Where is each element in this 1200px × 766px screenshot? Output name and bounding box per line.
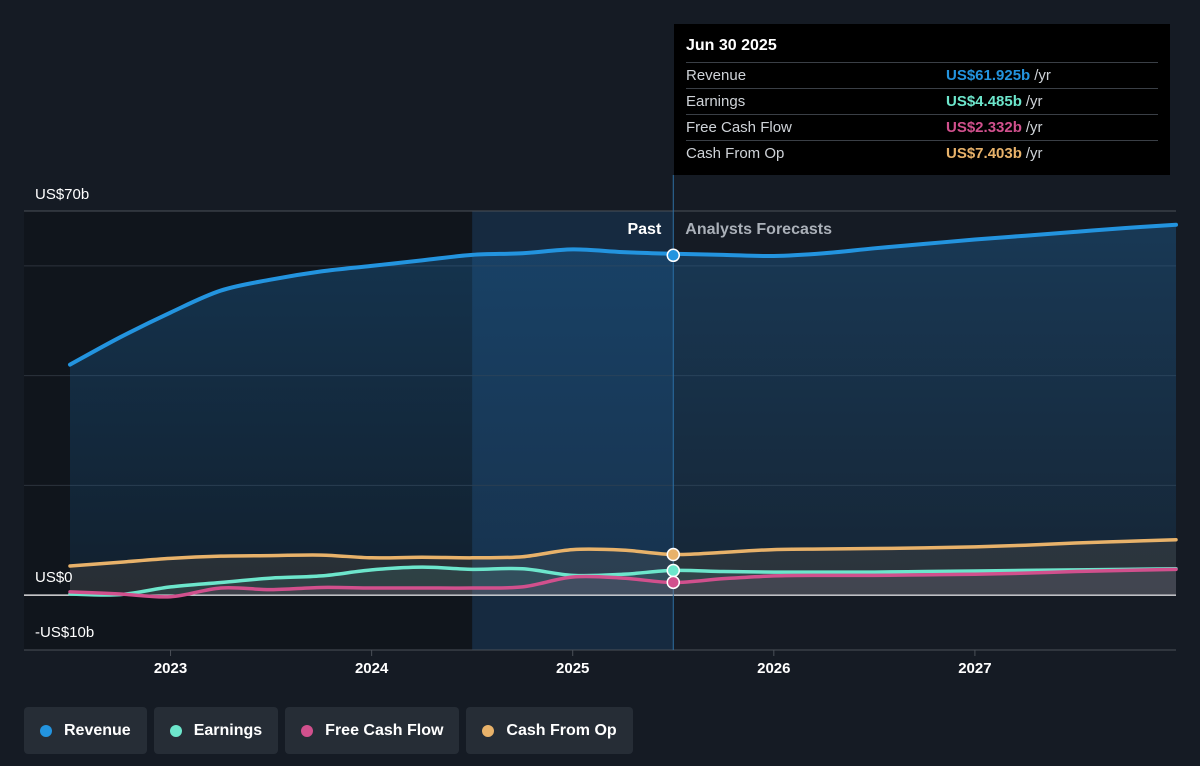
legend-dot-icon [40,724,52,737]
tooltip-unit: /yr [1025,93,1043,110]
y-label-bottom: -US$10b [35,624,95,641]
line-earnings [68,565,1178,597]
hover-tooltip: Jun 30 2025 Revenue US$61.925b /yr Earni… [674,24,1170,175]
line-free-cash-flow [68,567,1178,599]
area-cash-from-op [70,539,1176,596]
tooltip-value: US$4.485b [946,93,1022,110]
tooltip-row-free-cash-flow: Free Cash Flow US$2.332b /yr [686,114,1158,140]
legend-label: Earnings [193,721,263,739]
marker-cash-from-op[interactable] [666,547,681,562]
legend-item-revenue[interactable]: Revenue [24,707,147,754]
y-label-top: US$70b [35,186,90,203]
tooltip-label: Earnings [686,93,746,110]
y-label-zero: US$0 [35,569,73,586]
marker-earnings[interactable] [666,563,681,578]
line-revenue [68,222,1178,367]
tooltip-row-earnings: Earnings US$4.485b /yr [686,88,1158,114]
tooltip-unit: /yr [1025,119,1043,136]
x-tick-label: 2026 [757,660,790,677]
tooltip-value: US$61.925b [946,67,1031,84]
legend-item-earnings[interactable]: Earnings [153,707,279,754]
marker-revenue[interactable] [666,248,681,263]
legend-dot-icon [482,724,495,737]
legend-dot-icon [301,724,314,737]
legend-dot-icon [169,724,182,737]
legend-label: Cash From Op [506,721,617,739]
tooltip-date: Jun 30 2025 [686,37,777,54]
tooltip-label: Revenue [686,67,747,84]
tooltip-label: Cash From Op [686,145,785,162]
tooltip-value: US$2.332b [946,119,1022,136]
area-revenue [70,224,1176,596]
financial-chart: 2023 2024 2025 2026 2027 Past Analysts Forecas… [24,175,1178,677]
tooltip-label: Free Cash Flow [686,119,792,136]
tooltip-row-cash-from-op: Cash From Op US$7.403b /yr [686,140,1158,166]
tooltip-value: US$7.403b [946,145,1022,162]
past-label: Past [627,221,661,238]
tooltip-unit: /yr [1034,67,1051,84]
legend-item-free-cash-flow[interactable]: Free Cash Flow [285,707,460,754]
x-tick-label: 2027 [958,660,991,677]
legend-item-cash-from-op[interactable]: Cash From Op [466,707,633,754]
forecast-label: Analysts Forecasts [685,221,832,238]
x-tick-label: 2023 [154,660,187,677]
x-tick-label: 2025 [556,660,589,677]
legend-label: Free Cash Flow [325,721,444,739]
marker-free-cash-flow[interactable] [666,575,681,590]
line-cash-from-op [68,537,1178,568]
x-tick-label: 2024 [355,660,389,677]
legend-label: Revenue [64,721,131,739]
tooltip-unit: /yr [1025,145,1043,162]
chart-legend: Revenue Earnings Free Cash Flow Cash Fro… [24,707,633,754]
tooltip-row-revenue: Revenue US$61.925b /yr [686,62,1158,88]
